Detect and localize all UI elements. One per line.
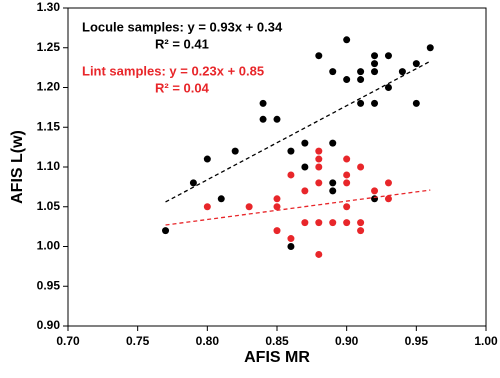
- point: [287, 235, 295, 243]
- point: [315, 179, 323, 187]
- point: [371, 187, 379, 195]
- point: [315, 163, 323, 171]
- point: [315, 52, 323, 60]
- y-axis-label: AFIS L(w): [9, 130, 26, 204]
- r-squared: R² = 0.04: [155, 80, 210, 95]
- point: [189, 179, 197, 187]
- point: [357, 68, 365, 76]
- y-tick-label: 1.30: [37, 0, 61, 14]
- point: [315, 155, 323, 163]
- x-axis-label: AFIS MR: [244, 349, 310, 366]
- x-tick-label: 0.85: [265, 334, 289, 348]
- x-tick-label: 1.00: [474, 334, 498, 348]
- point: [259, 99, 267, 107]
- point: [384, 52, 392, 60]
- point: [371, 60, 379, 68]
- point: [357, 99, 365, 107]
- point: [273, 115, 281, 123]
- point: [301, 139, 309, 147]
- point: [273, 203, 281, 211]
- y-tick-label: 1.25: [37, 40, 61, 54]
- point: [259, 115, 267, 123]
- point: [343, 203, 351, 211]
- point: [329, 187, 337, 195]
- point: [329, 219, 337, 227]
- point: [245, 203, 253, 211]
- point: [371, 52, 379, 60]
- point: [398, 68, 406, 76]
- y-tick-label: 1.10: [37, 159, 61, 173]
- point: [343, 171, 351, 179]
- y-tick-label: 1.00: [37, 239, 61, 253]
- x-tick-label: 0.80: [196, 334, 220, 348]
- point: [273, 195, 281, 203]
- point: [301, 187, 309, 195]
- point: [357, 163, 365, 171]
- trend-line: [165, 60, 431, 203]
- y-tick-label: 0.95: [37, 278, 61, 292]
- point: [329, 179, 337, 187]
- point: [384, 179, 392, 187]
- point: [357, 219, 365, 227]
- point: [343, 219, 351, 227]
- x-tick-label: 0.95: [405, 334, 429, 348]
- x-tick-label: 0.90: [335, 334, 359, 348]
- point: [287, 171, 295, 179]
- y-tick-label: 1.15: [37, 119, 61, 133]
- point: [384, 84, 392, 91]
- point: [203, 203, 211, 211]
- equation: Lint samples: y = 0.23x + 0.85: [82, 63, 264, 78]
- point: [357, 76, 365, 84]
- point: [384, 195, 392, 203]
- y-tick-label: 0.90: [37, 318, 61, 332]
- point: [329, 139, 337, 147]
- equation: Locule samples: y = 0.93x + 0.34: [82, 19, 283, 34]
- point: [301, 219, 309, 227]
- point: [301, 163, 309, 171]
- point: [343, 155, 351, 163]
- x-tick-label: 0.75: [126, 334, 150, 348]
- point: [371, 68, 379, 76]
- point: [329, 68, 337, 76]
- point: [412, 60, 420, 68]
- point: [357, 227, 365, 235]
- point: [371, 195, 379, 203]
- point: [287, 243, 295, 250]
- point: [287, 147, 295, 155]
- point: [343, 36, 351, 44]
- point: [315, 219, 323, 227]
- y-tick-label: 1.20: [37, 80, 61, 94]
- point: [426, 44, 434, 52]
- point: [371, 99, 379, 107]
- y-tick-label: 1.05: [37, 199, 61, 213]
- point: [315, 250, 323, 258]
- point: [162, 227, 170, 235]
- point: [315, 147, 323, 155]
- r-squared: R² = 0.41: [155, 36, 209, 51]
- point: [273, 227, 281, 235]
- point: [343, 179, 351, 187]
- point: [412, 99, 420, 107]
- trend-line: [165, 189, 431, 226]
- plot-frame: [67, 7, 487, 327]
- point: [203, 155, 211, 163]
- point: [343, 76, 351, 84]
- point: [231, 147, 239, 155]
- x-tick-label: 0.70: [56, 334, 80, 348]
- point: [217, 195, 225, 203]
